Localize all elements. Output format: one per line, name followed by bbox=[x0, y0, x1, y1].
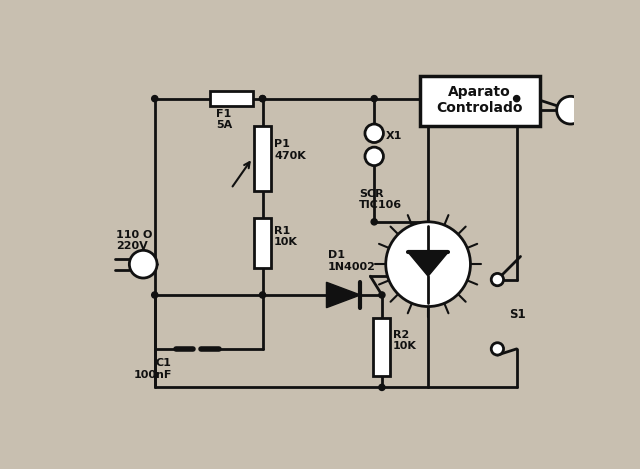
Bar bbox=[420, 76, 540, 126]
Text: P1
470K: P1 470K bbox=[274, 139, 306, 161]
Text: R1
10K: R1 10K bbox=[274, 226, 298, 247]
Circle shape bbox=[557, 96, 584, 124]
Bar bbox=[254, 126, 271, 191]
Circle shape bbox=[371, 219, 378, 225]
Circle shape bbox=[379, 292, 385, 298]
Text: S1: S1 bbox=[509, 308, 525, 321]
Text: SCR
TIC106: SCR TIC106 bbox=[359, 189, 402, 210]
Circle shape bbox=[259, 96, 266, 102]
Text: F1
5A: F1 5A bbox=[216, 109, 232, 130]
Circle shape bbox=[492, 343, 504, 355]
Circle shape bbox=[513, 96, 520, 102]
Circle shape bbox=[365, 147, 383, 166]
Text: D1
1N4002: D1 1N4002 bbox=[328, 250, 376, 272]
Bar bbox=[254, 218, 271, 268]
Circle shape bbox=[152, 292, 158, 298]
Polygon shape bbox=[408, 252, 448, 276]
Circle shape bbox=[386, 222, 470, 307]
Circle shape bbox=[379, 384, 385, 391]
Bar bbox=[373, 318, 390, 376]
Text: R2
10K: R2 10K bbox=[393, 330, 417, 351]
Circle shape bbox=[129, 250, 157, 278]
Polygon shape bbox=[326, 282, 360, 308]
Circle shape bbox=[152, 96, 158, 102]
Circle shape bbox=[259, 96, 266, 102]
Text: 110 O
220V: 110 O 220V bbox=[116, 229, 152, 251]
Text: Aparato
Controlado: Aparato Controlado bbox=[436, 85, 523, 115]
Circle shape bbox=[492, 273, 504, 286]
Text: X1: X1 bbox=[386, 130, 402, 141]
Circle shape bbox=[259, 292, 266, 298]
Circle shape bbox=[371, 96, 378, 102]
Text: C1
100nF: C1 100nF bbox=[133, 358, 172, 380]
Circle shape bbox=[365, 124, 383, 143]
Bar bbox=[210, 91, 253, 106]
